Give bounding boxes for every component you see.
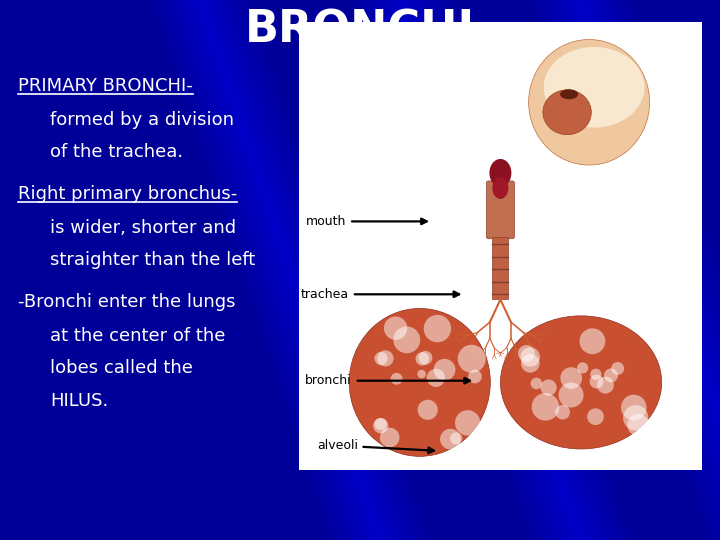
Ellipse shape [531, 377, 542, 389]
Ellipse shape [611, 362, 624, 375]
Ellipse shape [543, 90, 591, 134]
Ellipse shape [590, 369, 601, 380]
Ellipse shape [377, 350, 394, 367]
Bar [492, 237, 508, 300]
Text: of the trachea.: of the trachea. [50, 143, 184, 161]
Text: trachea: trachea [301, 288, 459, 301]
Ellipse shape [349, 308, 490, 456]
Ellipse shape [450, 433, 462, 444]
Ellipse shape [521, 354, 540, 373]
Text: -Bronchi enter the lungs: -Bronchi enter the lungs [18, 293, 235, 312]
Ellipse shape [391, 373, 402, 384]
Ellipse shape [531, 393, 559, 421]
Ellipse shape [521, 347, 540, 367]
Ellipse shape [580, 328, 606, 354]
Text: at the center of the: at the center of the [50, 327, 226, 345]
Ellipse shape [374, 418, 387, 430]
Ellipse shape [415, 352, 429, 366]
Text: is wider, shorter and: is wider, shorter and [50, 219, 237, 237]
Ellipse shape [393, 326, 420, 353]
Ellipse shape [492, 177, 508, 199]
Text: lobes called the: lobes called the [50, 359, 193, 377]
Ellipse shape [621, 395, 647, 420]
Ellipse shape [418, 351, 433, 364]
Text: HILUS.: HILUS. [50, 392, 109, 410]
Ellipse shape [518, 345, 535, 362]
Ellipse shape [418, 400, 438, 420]
Text: straighter than the left: straighter than the left [50, 251, 256, 269]
Ellipse shape [577, 362, 588, 374]
Ellipse shape [490, 159, 511, 187]
Ellipse shape [597, 376, 614, 394]
Ellipse shape [374, 352, 387, 365]
Text: Right primary bronchus-: Right primary bronchus- [18, 185, 238, 204]
Ellipse shape [604, 368, 618, 382]
FancyBboxPatch shape [487, 181, 514, 239]
Bar [299, 22, 702, 470]
Ellipse shape [433, 359, 456, 381]
Ellipse shape [380, 428, 400, 447]
Text: bronchi: bronchi [305, 374, 470, 387]
Ellipse shape [555, 405, 570, 420]
Text: BRONCHI: BRONCHI [245, 9, 475, 51]
Ellipse shape [590, 375, 603, 388]
Ellipse shape [384, 316, 408, 340]
Ellipse shape [458, 345, 486, 373]
Text: mouth: mouth [306, 215, 427, 228]
Ellipse shape [623, 405, 649, 430]
Ellipse shape [587, 408, 604, 425]
Ellipse shape [560, 89, 578, 99]
Ellipse shape [500, 316, 662, 449]
Ellipse shape [440, 429, 461, 449]
Ellipse shape [427, 369, 445, 387]
Ellipse shape [544, 47, 644, 127]
Text: alveoli: alveoli [317, 439, 434, 453]
Ellipse shape [418, 370, 426, 379]
Ellipse shape [423, 315, 451, 342]
Ellipse shape [627, 414, 649, 436]
Ellipse shape [528, 39, 649, 165]
Ellipse shape [541, 380, 557, 396]
Ellipse shape [455, 410, 480, 436]
Text: PRIMARY BRONCHI-: PRIMARY BRONCHI- [18, 77, 193, 96]
Ellipse shape [559, 382, 584, 408]
Ellipse shape [373, 418, 388, 434]
Ellipse shape [468, 370, 482, 383]
Text: formed by a division: formed by a division [50, 111, 235, 129]
Ellipse shape [560, 367, 582, 389]
